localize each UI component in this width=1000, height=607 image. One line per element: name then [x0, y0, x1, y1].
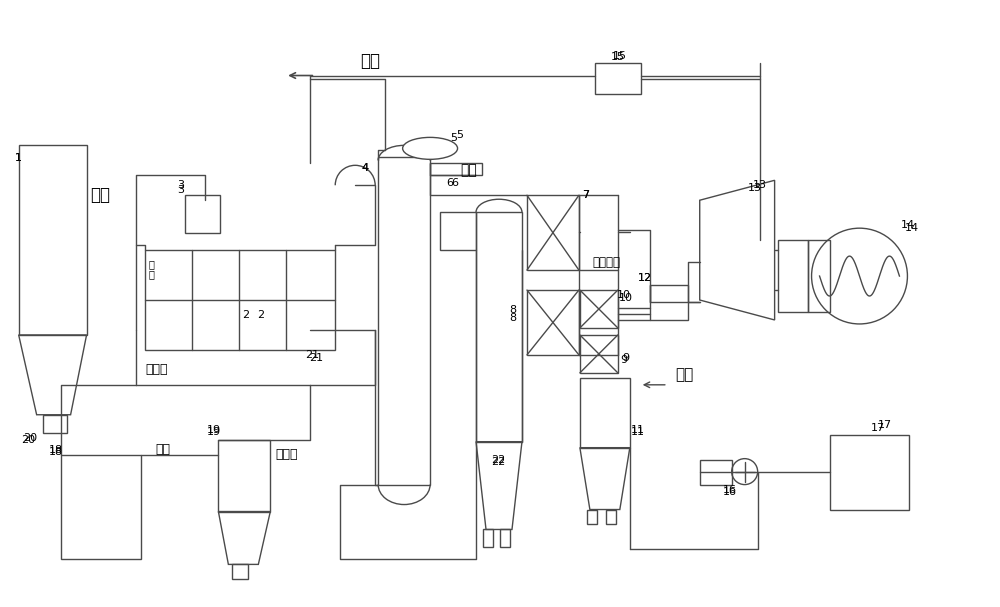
Text: 5: 5: [457, 131, 464, 140]
Bar: [476, 212, 522, 442]
Circle shape: [732, 459, 758, 484]
Text: 11: 11: [631, 425, 645, 435]
Bar: [527, 195, 579, 270]
Text: 蒸汽: 蒸汽: [360, 52, 380, 70]
Text: 2: 2: [257, 310, 264, 320]
Text: 16: 16: [723, 487, 737, 497]
Text: 16: 16: [723, 484, 737, 495]
Bar: [43, 415, 67, 433]
Text: 8: 8: [509, 305, 517, 315]
Text: 7: 7: [582, 190, 589, 200]
Text: 给水: 给水: [675, 367, 693, 382]
Text: 10: 10: [617, 290, 631, 300]
Bar: [778, 240, 808, 312]
Bar: [527, 290, 579, 355]
Text: 冷凝水: 冷凝水: [145, 364, 168, 376]
Text: 1: 1: [15, 154, 22, 163]
Bar: [218, 439, 270, 512]
Text: 15: 15: [613, 50, 627, 61]
Bar: [580, 290, 618, 328]
Text: 3: 3: [177, 180, 184, 190]
Text: 17: 17: [870, 422, 885, 433]
Text: 11: 11: [631, 427, 645, 436]
Text: 20: 20: [22, 435, 36, 445]
Text: 10: 10: [619, 293, 633, 303]
Text: 12: 12: [638, 273, 652, 283]
Bar: [145, 250, 335, 350]
Bar: [430, 163, 482, 175]
Bar: [483, 529, 493, 548]
Text: 3: 3: [177, 185, 184, 195]
Bar: [830, 435, 909, 509]
Text: 4: 4: [362, 163, 369, 174]
Text: 9: 9: [620, 355, 627, 365]
Bar: [61, 455, 140, 560]
Text: 6: 6: [452, 178, 459, 188]
Text: 18: 18: [49, 447, 63, 456]
Text: 5: 5: [451, 134, 458, 143]
Text: 粟: 粟: [148, 259, 154, 269]
Text: 22: 22: [491, 456, 505, 467]
Text: 气: 气: [148, 269, 154, 279]
Text: 20: 20: [24, 433, 38, 443]
Bar: [650, 285, 688, 320]
Bar: [587, 509, 597, 524]
Text: 19: 19: [206, 425, 220, 435]
Bar: [378, 157, 430, 484]
Text: 6: 6: [447, 178, 454, 188]
Bar: [595, 63, 641, 95]
Circle shape: [812, 228, 907, 324]
Bar: [232, 565, 248, 579]
Text: 14: 14: [904, 223, 918, 233]
Text: 4: 4: [362, 163, 369, 174]
Bar: [808, 240, 830, 312]
Text: 14: 14: [900, 220, 914, 230]
Bar: [580, 335, 618, 373]
Text: 22: 22: [491, 455, 505, 464]
Text: 15: 15: [611, 52, 625, 61]
Bar: [19, 145, 87, 335]
Text: 17: 17: [877, 419, 892, 430]
Bar: [580, 378, 630, 448]
Text: 12: 12: [638, 273, 652, 283]
Text: 1: 1: [15, 154, 22, 163]
Ellipse shape: [403, 137, 458, 159]
Text: 脱水: 脱水: [155, 443, 170, 456]
Bar: [700, 459, 732, 484]
Text: 2: 2: [242, 310, 249, 320]
Bar: [185, 195, 220, 233]
Text: 13: 13: [753, 180, 767, 190]
Text: 臭气: 臭气: [91, 186, 111, 204]
Bar: [606, 509, 616, 524]
Text: 7: 7: [582, 190, 589, 200]
Text: 21: 21: [305, 350, 319, 360]
Text: 8: 8: [509, 313, 517, 323]
Text: 9: 9: [622, 353, 629, 363]
Text: 石灰石: 石灰石: [275, 448, 298, 461]
Bar: [500, 529, 510, 548]
Text: 13: 13: [748, 183, 762, 193]
Text: 19: 19: [206, 427, 220, 436]
Text: 21: 21: [309, 353, 323, 363]
Text: 过热蒸汽: 过热蒸汽: [593, 256, 621, 268]
Text: 18: 18: [49, 445, 63, 455]
Text: 蒸汽: 蒸汽: [460, 163, 477, 177]
